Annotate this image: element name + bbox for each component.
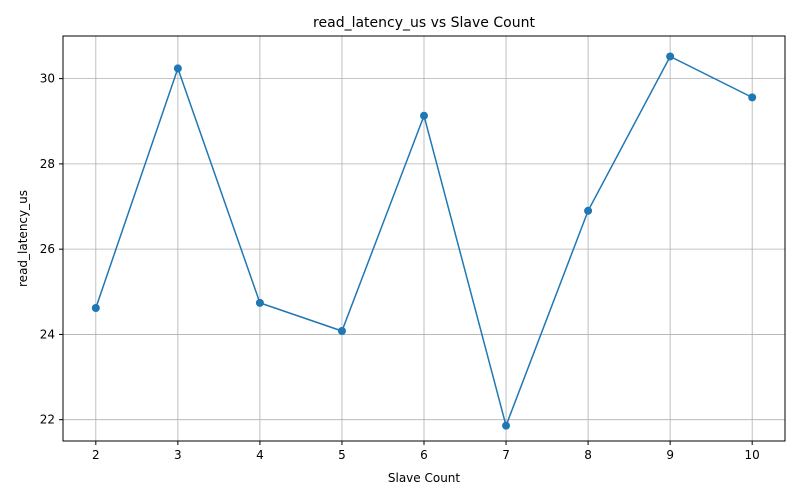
chart-title: read_latency_us vs Slave Count — [313, 15, 535, 31]
x-tick-label: 4 — [256, 448, 264, 462]
x-tick-label: 7 — [502, 448, 510, 462]
x-axis-title: Slave Count — [388, 471, 461, 485]
data-point — [748, 93, 757, 102]
x-axis-ticks: 2 3 4 5 6 7 8 9 10 — [92, 441, 760, 462]
data-point — [502, 421, 511, 430]
x-tick-label: 6 — [420, 448, 428, 462]
data-point — [173, 64, 182, 73]
data-point — [91, 303, 100, 312]
y-axis-title: read_latency_us — [16, 190, 30, 287]
x-tick-label: 5 — [338, 448, 346, 462]
series-group — [91, 52, 757, 430]
x-tick-label: 3 — [174, 448, 182, 462]
data-point — [255, 298, 264, 307]
y-axis-ticks: 22 24 26 28 30 — [40, 72, 63, 427]
y-tick-label: 22 — [40, 413, 55, 427]
data-point — [337, 327, 346, 336]
y-tick-label: 24 — [40, 327, 55, 341]
data-point — [584, 206, 593, 215]
y-tick-label: 28 — [40, 157, 55, 171]
y-tick-label: 26 — [40, 242, 55, 256]
x-tick-label: 8 — [584, 448, 592, 462]
data-point — [420, 111, 428, 120]
data-point — [666, 52, 675, 61]
x-tick-label: 2 — [92, 448, 100, 462]
grid — [63, 36, 785, 441]
x-tick-label: 10 — [745, 448, 760, 462]
x-tick-label: 9 — [666, 448, 674, 462]
y-tick-label: 30 — [40, 72, 55, 86]
